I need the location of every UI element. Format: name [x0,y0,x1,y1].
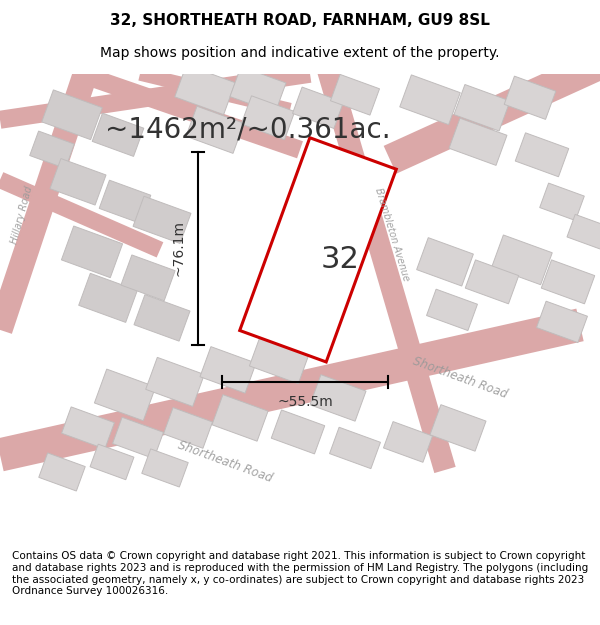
Polygon shape [42,90,102,139]
Polygon shape [240,138,396,362]
Polygon shape [331,74,380,115]
Polygon shape [230,66,286,113]
Text: Map shows position and indicative extent of the property.: Map shows position and indicative extent… [100,46,500,60]
Polygon shape [50,159,106,205]
Text: ~55.5m: ~55.5m [277,395,333,409]
Polygon shape [99,180,151,224]
Polygon shape [329,428,380,469]
Polygon shape [200,347,256,393]
Text: ~1462m²/~0.361ac.: ~1462m²/~0.361ac. [105,116,391,144]
Polygon shape [271,410,325,454]
Polygon shape [121,255,175,301]
Polygon shape [492,235,552,285]
Polygon shape [416,238,473,286]
Polygon shape [427,289,478,331]
Polygon shape [79,273,137,322]
Polygon shape [113,418,163,459]
Text: ~76.1m: ~76.1m [171,221,185,276]
Text: Shortheath Road: Shortheath Road [411,355,509,401]
Polygon shape [504,76,556,119]
Polygon shape [241,96,295,140]
Text: 32, SHORTHEATH ROAD, FARNHAM, GU9 8SL: 32, SHORTHEATH ROAD, FARNHAM, GU9 8SL [110,13,490,28]
Polygon shape [61,226,122,278]
Polygon shape [515,133,569,177]
Polygon shape [250,332,311,384]
Polygon shape [449,118,507,166]
Polygon shape [29,131,74,169]
Polygon shape [134,294,190,341]
Polygon shape [212,394,268,441]
Polygon shape [541,260,595,304]
Polygon shape [536,301,587,343]
Polygon shape [383,422,433,462]
Polygon shape [175,65,235,114]
Text: Hillary Road: Hillary Road [10,185,35,245]
Polygon shape [567,214,600,249]
Polygon shape [133,196,191,243]
Text: Contains OS data © Crown copyright and database right 2021. This information is : Contains OS data © Crown copyright and d… [12,551,588,596]
Polygon shape [92,113,144,156]
Polygon shape [430,404,486,451]
Polygon shape [163,408,212,448]
Text: 32: 32 [320,246,359,274]
Polygon shape [90,444,134,480]
Polygon shape [146,357,205,406]
Polygon shape [454,84,510,131]
Polygon shape [293,87,343,129]
Polygon shape [142,449,188,487]
Polygon shape [186,106,244,153]
Polygon shape [539,183,584,221]
Text: Brambleton Avenue: Brambleton Avenue [373,187,411,282]
Polygon shape [400,75,460,124]
Polygon shape [310,374,366,421]
Polygon shape [465,260,519,304]
Polygon shape [94,369,155,421]
Text: Shortheath Road: Shortheath Road [176,439,274,485]
Polygon shape [39,453,85,491]
Polygon shape [62,407,115,449]
